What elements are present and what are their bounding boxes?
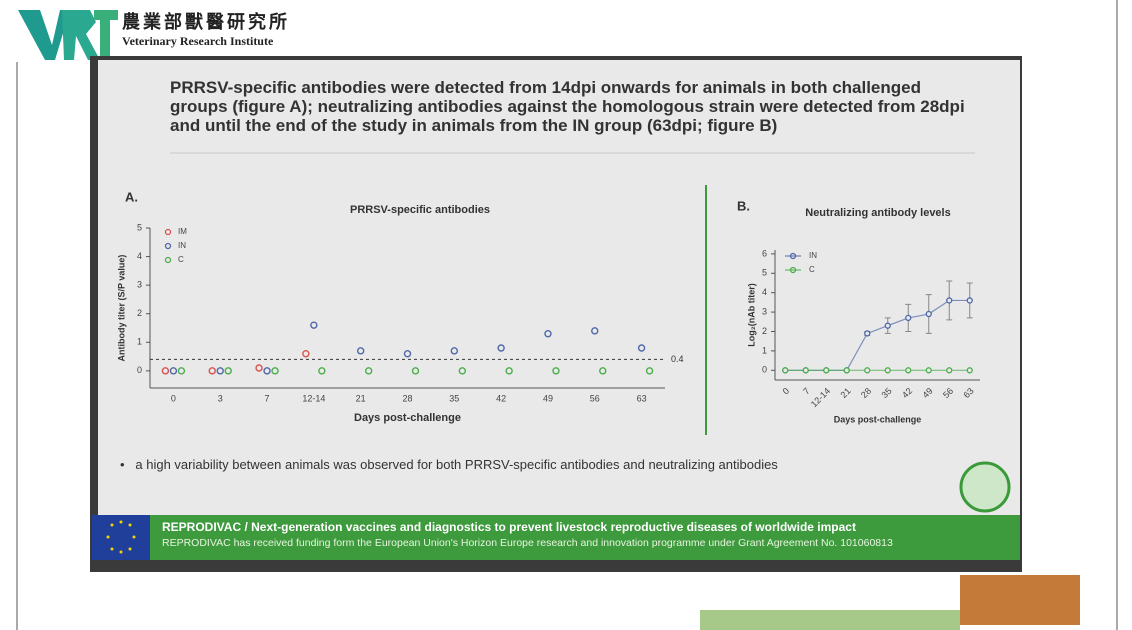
- data-point: [783, 368, 788, 373]
- data-point: [926, 368, 931, 373]
- y-tick-label: 3: [137, 280, 142, 290]
- bullet: • a high variability between animals was…: [120, 457, 778, 472]
- y-tick-label: 6: [762, 248, 767, 258]
- x-tick-label: 7: [265, 393, 270, 403]
- y-tick-label: 1: [137, 337, 142, 347]
- y-tick-label: 3: [762, 306, 767, 316]
- data-point: [947, 368, 952, 373]
- org-name: 農業部獸醫研究所: [122, 8, 290, 34]
- x-tick-label: 56: [590, 393, 600, 403]
- data-point: [906, 315, 911, 320]
- y-tick-label: 2: [762, 326, 767, 336]
- x-tick-label: 28: [402, 393, 412, 403]
- decor-building: [960, 575, 1080, 625]
- x-tick-label: 21: [356, 393, 366, 403]
- legend-label: IN: [809, 251, 817, 260]
- bullet-text: a high variability between animals was o…: [135, 457, 777, 472]
- decor-field: [700, 610, 960, 630]
- data-point: [824, 368, 829, 373]
- x-axis-title: Days post-challenge: [834, 414, 922, 424]
- y-tick-label: 1: [762, 345, 767, 355]
- data-point: [865, 331, 870, 336]
- data-point: [967, 368, 972, 373]
- data-point: [844, 368, 849, 373]
- x-tick-label: 12-14: [302, 393, 325, 403]
- x-tick-label: 3: [218, 393, 223, 403]
- x-tick-label: 49: [543, 393, 553, 403]
- x-tick-label: 35: [449, 393, 459, 403]
- data-point: [803, 368, 808, 373]
- logo-t: [94, 10, 118, 60]
- chart-title: PRRSV-specific antibodies: [350, 204, 490, 216]
- data-point: [865, 368, 870, 373]
- legend-label: IN: [178, 241, 186, 250]
- y-axis-title: Log₂(nAb titer): [746, 283, 756, 346]
- y-tick-label: 4: [762, 287, 767, 297]
- x-axis-title: Days post-challenge: [354, 412, 461, 424]
- project-logo: [961, 463, 1009, 511]
- data-point: [947, 298, 952, 303]
- data-point: [885, 323, 890, 328]
- panel-label: B.: [737, 198, 750, 213]
- data-point: [926, 312, 931, 317]
- x-tick-label: 0: [171, 393, 176, 403]
- panel-label: A.: [125, 189, 138, 204]
- y-axis-title: Antibody titer (S/P value): [116, 255, 126, 362]
- y-tick-label: 5: [762, 268, 767, 278]
- slide-heading: PRRSV-specific antibodies were detected …: [170, 78, 970, 135]
- page: {"header": {"org": "農業部獸醫研究所", "org_en":…: [0, 0, 1132, 630]
- x-tick-label: 42: [496, 393, 506, 403]
- x-tick-label: 63: [637, 393, 647, 403]
- y-tick-label: 5: [137, 222, 142, 232]
- chart-title: Neutralizing antibody levels: [805, 207, 950, 219]
- org-name-en: Veterinary Research Institute: [122, 34, 273, 49]
- y-tick-label: 0: [762, 365, 767, 375]
- legend-label: IM: [178, 227, 187, 236]
- data-point: [906, 368, 911, 373]
- footer-note: REPRODIVAC has received funding form the…: [162, 537, 893, 549]
- y-tick-label: 0: [137, 365, 142, 375]
- data-point: [885, 368, 890, 373]
- data-point: [967, 298, 972, 303]
- footer-title: REPRODIVAC / Next-generation vaccines an…: [162, 520, 856, 534]
- legend-label: C: [178, 255, 184, 264]
- legend-label: C: [809, 265, 815, 274]
- y-tick-label: 2: [137, 308, 142, 318]
- y-tick-label: 4: [137, 251, 142, 261]
- logo-v: [18, 10, 70, 60]
- threshold-label: 0.4: [671, 354, 684, 364]
